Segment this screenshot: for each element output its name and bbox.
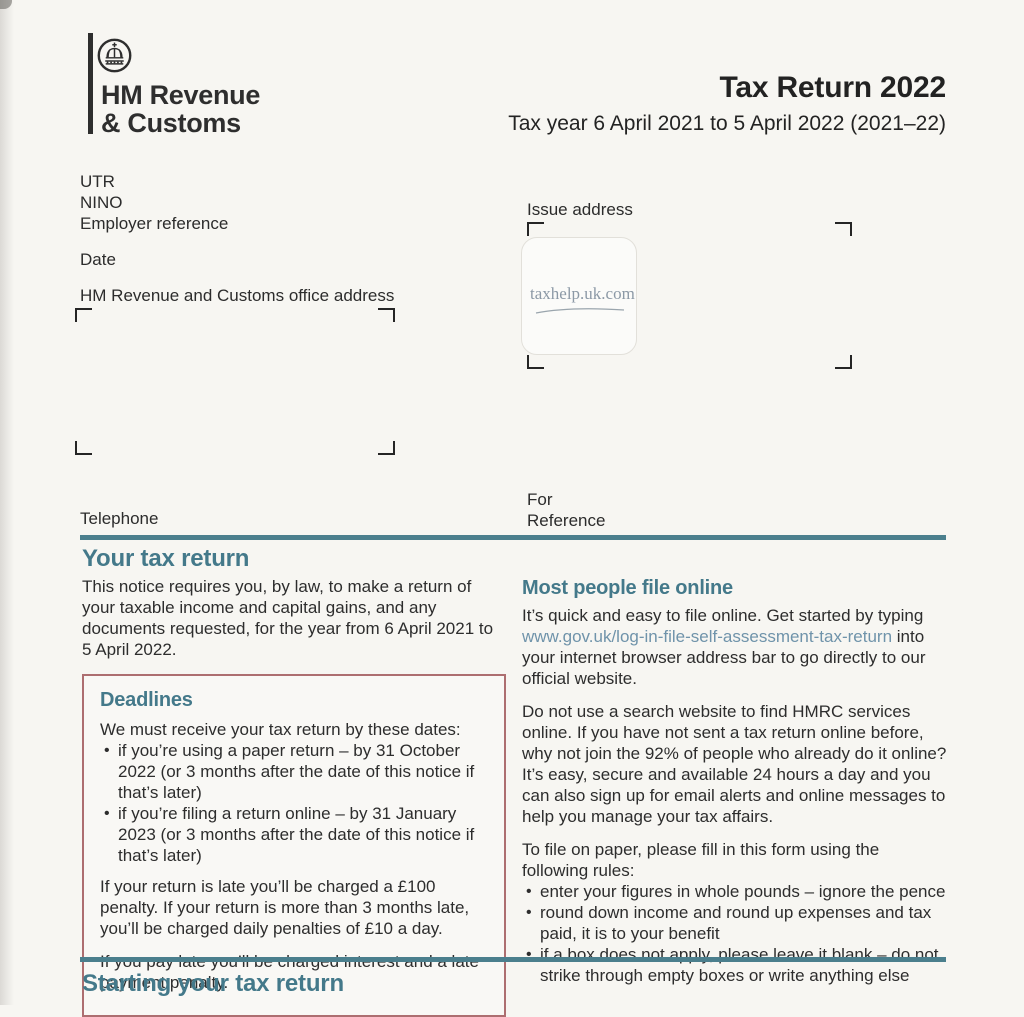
deadlines-lead: We must receive your tax return by these… [100,720,461,739]
deadlines-late-penalty: If your return is late you’ll be charged… [100,877,470,938]
paper-rules-bullet: if a box does not apply, please leave it… [522,944,950,986]
issue-address-box [527,222,852,369]
paper-rules-bullet-list: enter your figures in whole pounds – ign… [522,881,950,986]
deadlines-bullet-list: if you’re using a paper return – by 31 O… [100,740,488,866]
utr-label: UTR [80,172,115,191]
office-address-box [75,308,395,455]
scan-edge-artifact [0,0,14,1005]
file-online-heading: Most people file online [522,577,733,599]
file-online-advice: Do not use a search website to find HMRC… [522,702,947,826]
taxhelp-watermark-stamp: taxhelp.uk.com [521,237,637,355]
hmrc-logo-line1: HM Revenue [101,80,261,110]
hmrc-logo-wordmark: HM Revenue & Customs [101,81,260,137]
deadlines-box: Deadlines We must receive your tax retur… [82,674,506,1017]
file-online-section: Most people file online It’s quick and e… [522,578,950,996]
taxhelp-watermark-text: taxhelp.uk.com [530,284,635,303]
for-label: For [527,490,553,509]
hmrc-logo-line2: & Customs [101,108,241,138]
page-title: Tax Return 2022 [719,71,946,104]
deadlines-heading: Deadlines [100,689,193,711]
taxhelp-watermark-swoosh [535,308,625,314]
deadlines-bullet: if you’re using a paper return – by 31 O… [100,740,488,803]
employer-reference-label: Employer reference [80,214,229,233]
file-online-intro: It’s quick and easy to file online. Get … [522,605,950,689]
reference-label: Reference [527,511,606,530]
self-assessment-url-link[interactable]: www.gov.uk/log-in-file-self-assessment-t… [522,627,893,646]
your-tax-return-section: Your tax return This notice requires you… [82,545,506,1017]
paper-rules-bullet: round down income and round up expenses … [522,902,950,944]
hmrc-logo-bar [88,33,93,134]
section-divider-top [80,535,946,540]
paper-rules-lead: To file on paper, please fill in this fo… [522,840,880,880]
your-tax-return-intro: This notice requires you, by law, to mak… [82,577,494,659]
file-online-intro-before: It’s quick and easy to file online. Get … [522,606,924,625]
scan-corner-artifact [0,0,12,9]
office-address-label: HM Revenue and Customs office address [80,286,395,305]
issue-address-label: Issue address [527,200,633,219]
your-tax-return-heading: Your tax return [82,545,250,572]
page-subtitle: Tax year 6 April 2021 to 5 April 2022 (2… [508,112,946,135]
telephone-label: Telephone [80,509,159,528]
section-divider-bottom [80,957,946,962]
deadlines-bullet: if you’re filing a return online – by 31… [100,803,488,866]
paper-rules-bullet: enter your figures in whole pounds – ign… [522,881,950,902]
file-online-intro-after: into your internet browser address bar t… [522,627,926,688]
starting-section-heading: Starting your tax return [82,970,344,997]
hmrc-crown-icon [97,38,132,73]
date-label: Date [80,250,116,269]
nino-label: NINO [80,193,123,212]
